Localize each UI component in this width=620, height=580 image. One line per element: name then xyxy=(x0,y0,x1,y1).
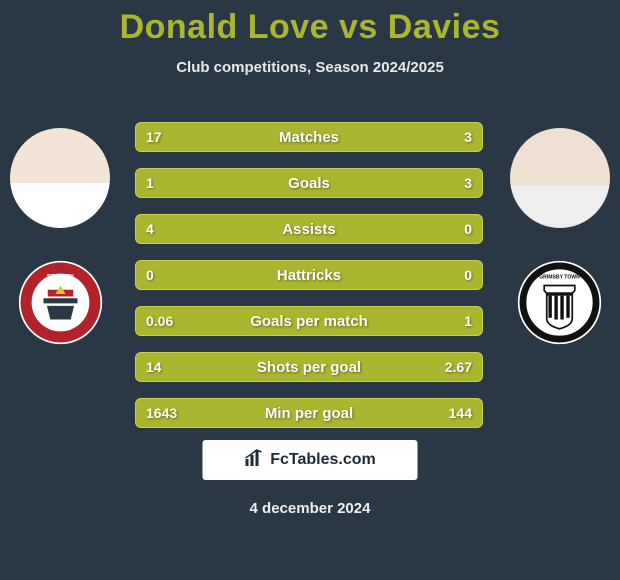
crest-icon: GRIMSBY TOWN xyxy=(517,260,602,345)
stat-value-left: 1643 xyxy=(146,405,177,421)
stat-value-left: 1 xyxy=(146,175,154,191)
svg-text:GRIMSBY TOWN: GRIMSBY TOWN xyxy=(539,275,580,281)
crest-icon: STANLEY xyxy=(18,260,103,345)
stat-label: Goals xyxy=(136,175,482,192)
stat-row: 17Matches3 xyxy=(135,122,483,152)
stat-label: Min per goal xyxy=(136,405,482,422)
player-right-avatar xyxy=(510,128,610,228)
stat-value-right: 3 xyxy=(464,175,472,191)
stat-value-left: 0 xyxy=(146,267,154,283)
logo-text: FcTables.com xyxy=(270,451,376,469)
avatar-placeholder-icon xyxy=(510,128,610,228)
svg-text:STANLEY: STANLEY xyxy=(47,275,74,281)
date-label: 4 december 2024 xyxy=(0,500,620,517)
stat-value-right: 0 xyxy=(464,221,472,237)
stat-value-right: 0 xyxy=(464,267,472,283)
club-right-crest: GRIMSBY TOWN xyxy=(517,260,602,345)
stat-label: Matches xyxy=(136,129,482,146)
stat-row: 0Hattricks0 xyxy=(135,260,483,290)
stat-value-left: 4 xyxy=(146,221,154,237)
stat-label: Assists xyxy=(136,221,482,238)
page-title: Donald Love vs Davies xyxy=(0,0,620,47)
player-left-avatar xyxy=(10,128,110,228)
stat-value-right: 3 xyxy=(464,129,472,145)
avatar-placeholder-icon xyxy=(10,128,110,228)
stat-value-left: 0.06 xyxy=(146,313,173,329)
subtitle: Club competitions, Season 2024/2025 xyxy=(0,59,620,76)
stat-label: Hattricks xyxy=(136,267,482,284)
stat-value-right: 144 xyxy=(449,405,472,421)
stat-row: 14Shots per goal2.67 xyxy=(135,352,483,382)
stat-value-right: 2.67 xyxy=(445,359,472,375)
stat-label: Shots per goal xyxy=(136,359,482,376)
fctables-logo: FcTables.com xyxy=(203,440,418,480)
stats-table: 17Matches31Goals34Assists00Hattricks00.0… xyxy=(135,122,483,444)
club-left-crest: STANLEY xyxy=(18,260,103,345)
stat-value-right: 1 xyxy=(464,313,472,329)
stat-row: 0.06Goals per match1 xyxy=(135,306,483,336)
chart-icon xyxy=(244,449,264,472)
stat-row: 1Goals3 xyxy=(135,168,483,198)
stat-value-left: 14 xyxy=(146,359,162,375)
stat-row: 1643Min per goal144 xyxy=(135,398,483,428)
stat-value-left: 17 xyxy=(146,129,162,145)
stat-row: 4Assists0 xyxy=(135,214,483,244)
stat-label: Goals per match xyxy=(136,313,482,330)
